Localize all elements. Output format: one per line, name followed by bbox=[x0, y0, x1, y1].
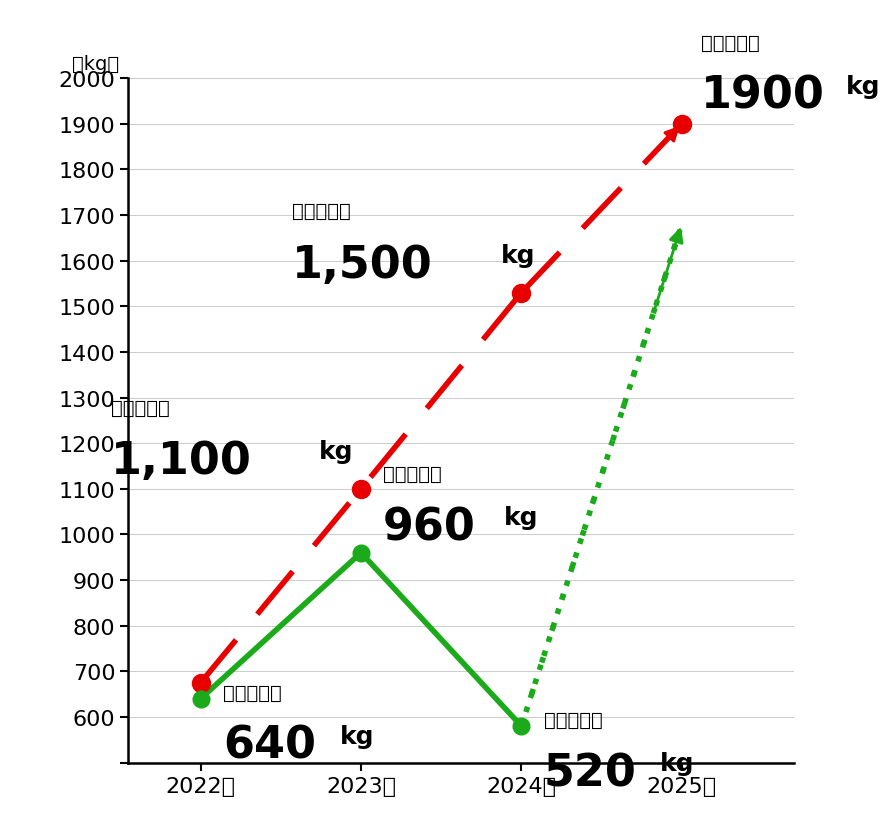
Text: 1,100: 1,100 bbox=[111, 439, 252, 482]
Text: 実際の収穫: 実際の収穫 bbox=[544, 710, 603, 729]
Text: 実際の収穫: 実際の収穫 bbox=[222, 682, 281, 701]
Text: kg: kg bbox=[846, 74, 880, 98]
Text: kg: kg bbox=[320, 439, 354, 463]
Text: （kg）: （kg） bbox=[72, 55, 119, 74]
Text: kg: kg bbox=[339, 724, 374, 748]
Text: 予想収穫量: 予想収穫量 bbox=[701, 34, 760, 52]
Text: 640: 640 bbox=[222, 724, 316, 767]
Text: 1,500: 1,500 bbox=[292, 243, 433, 286]
Text: 520: 520 bbox=[544, 751, 636, 794]
Text: 予想収穫量: 予想収穫量 bbox=[292, 202, 351, 221]
Text: 1900: 1900 bbox=[701, 74, 825, 117]
Text: kg: kg bbox=[504, 506, 538, 530]
Text: 予想収穫量: 予想収穫量 bbox=[111, 398, 170, 417]
Text: kg: kg bbox=[500, 243, 535, 267]
Text: kg: kg bbox=[660, 751, 695, 775]
Text: 960: 960 bbox=[384, 506, 476, 549]
Text: 実際の収穫: 実際の収穫 bbox=[384, 465, 442, 484]
